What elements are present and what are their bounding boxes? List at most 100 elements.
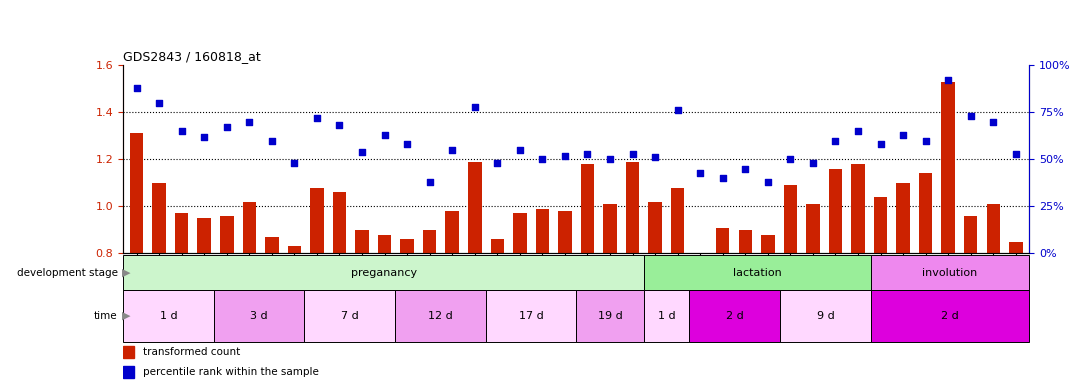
- Point: [151, 100, 168, 106]
- Bar: [648, 202, 662, 384]
- Bar: [243, 202, 256, 384]
- Point: [444, 147, 461, 153]
- Point: [556, 152, 574, 159]
- Point: [827, 137, 844, 144]
- Bar: [514, 214, 526, 384]
- Text: involution: involution: [922, 268, 978, 278]
- Text: ▶: ▶: [122, 268, 131, 278]
- Bar: [123, 290, 214, 342]
- Text: 12 d: 12 d: [428, 311, 453, 321]
- Point: [1007, 151, 1024, 157]
- Text: 1 d: 1 d: [658, 311, 675, 321]
- Bar: [828, 169, 842, 384]
- Text: GDS2843 / 160818_at: GDS2843 / 160818_at: [123, 50, 261, 63]
- Bar: [581, 164, 594, 384]
- Bar: [355, 230, 369, 384]
- Bar: [964, 216, 978, 384]
- Bar: [123, 346, 135, 358]
- Point: [805, 160, 822, 166]
- Point: [308, 115, 325, 121]
- Point: [646, 154, 663, 161]
- Bar: [871, 290, 1029, 342]
- Bar: [987, 204, 1000, 384]
- Point: [895, 132, 912, 138]
- Bar: [129, 134, 143, 384]
- Bar: [468, 162, 482, 384]
- Point: [579, 151, 596, 157]
- Point: [691, 169, 708, 175]
- Text: 3 d: 3 d: [250, 311, 268, 321]
- Bar: [400, 239, 414, 384]
- Text: 2 d: 2 d: [725, 311, 744, 321]
- Point: [422, 179, 439, 185]
- Point: [353, 149, 370, 155]
- Bar: [123, 366, 135, 378]
- Bar: [174, 214, 188, 384]
- Text: 7 d: 7 d: [340, 311, 358, 321]
- Point: [196, 134, 213, 140]
- Text: 17 d: 17 d: [519, 311, 544, 321]
- Bar: [220, 216, 233, 384]
- Bar: [288, 247, 301, 384]
- Bar: [783, 185, 797, 384]
- Point: [398, 141, 415, 147]
- Bar: [423, 230, 437, 384]
- Text: 9 d: 9 d: [816, 311, 835, 321]
- Bar: [871, 255, 1029, 290]
- Text: transformed count: transformed count: [143, 347, 241, 357]
- Bar: [644, 290, 689, 342]
- Bar: [689, 290, 780, 342]
- Text: time: time: [94, 311, 118, 321]
- Bar: [671, 188, 685, 384]
- Text: development stage: development stage: [17, 268, 118, 278]
- Point: [331, 122, 348, 129]
- Bar: [603, 204, 616, 384]
- Bar: [395, 290, 486, 342]
- Bar: [874, 197, 887, 384]
- Point: [782, 156, 799, 162]
- Point: [376, 132, 393, 138]
- Bar: [536, 209, 549, 384]
- Bar: [198, 218, 211, 384]
- Bar: [806, 204, 820, 384]
- Point: [624, 151, 641, 157]
- Text: percentile rank within the sample: percentile rank within the sample: [143, 367, 319, 377]
- Point: [760, 179, 777, 185]
- Point: [714, 175, 731, 181]
- Bar: [852, 164, 865, 384]
- Bar: [919, 174, 932, 384]
- Text: preganancy: preganancy: [351, 268, 416, 278]
- Bar: [378, 235, 392, 384]
- Point: [467, 104, 484, 110]
- Bar: [490, 239, 504, 384]
- Point: [511, 147, 529, 153]
- Bar: [942, 82, 954, 384]
- Point: [917, 137, 934, 144]
- Point: [601, 156, 618, 162]
- Text: 1 d: 1 d: [159, 311, 178, 321]
- Bar: [738, 230, 752, 384]
- Bar: [577, 290, 644, 342]
- Bar: [626, 162, 639, 384]
- Text: 19 d: 19 d: [598, 311, 623, 321]
- Bar: [780, 290, 871, 342]
- Point: [962, 113, 979, 119]
- Point: [128, 85, 146, 91]
- Bar: [445, 211, 459, 384]
- Point: [737, 166, 754, 172]
- Bar: [486, 290, 577, 342]
- Text: lactation: lactation: [733, 268, 782, 278]
- Bar: [761, 235, 775, 384]
- Bar: [214, 290, 304, 342]
- Bar: [644, 255, 871, 290]
- Point: [241, 119, 258, 125]
- Point: [534, 156, 551, 162]
- Text: ▶: ▶: [122, 311, 131, 321]
- Point: [669, 108, 686, 114]
- Point: [850, 128, 867, 134]
- Point: [872, 141, 889, 147]
- Point: [173, 128, 190, 134]
- Bar: [310, 188, 324, 384]
- Bar: [152, 183, 166, 384]
- Bar: [693, 253, 707, 384]
